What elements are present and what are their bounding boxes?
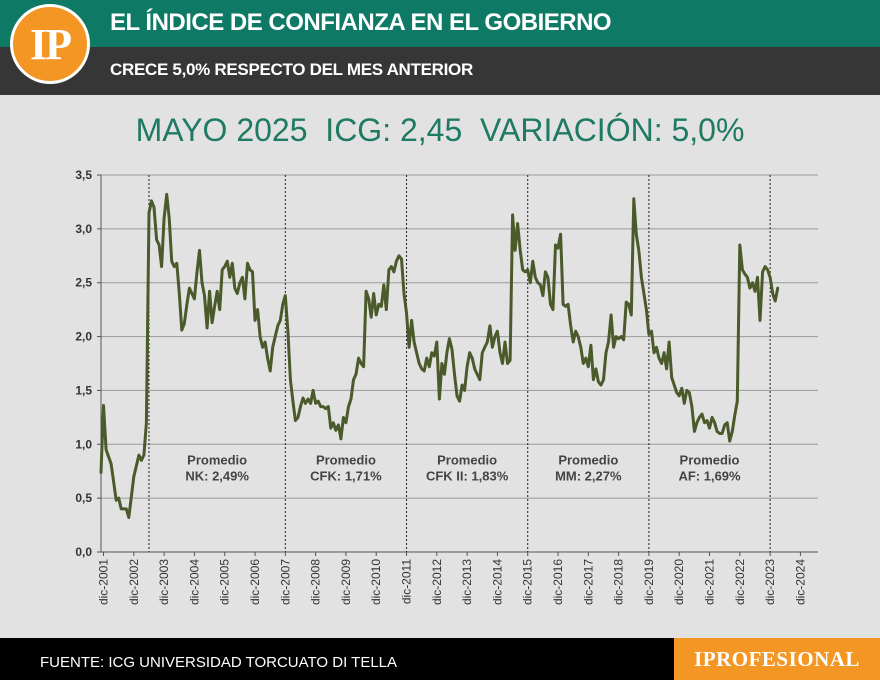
header-subtitle-bar bbox=[0, 47, 880, 95]
annotation-label: Promedio bbox=[187, 452, 247, 467]
headline-stats: MAYO 2025 ICG: 2,45 VARIACIÓN: 5,0% bbox=[135, 112, 745, 148]
x-tick-label: dic-2005 bbox=[218, 559, 232, 605]
header-title-bar bbox=[0, 0, 880, 47]
x-tick-label: dic-2014 bbox=[490, 559, 504, 605]
x-tick-label: dic-2001 bbox=[97, 559, 111, 605]
annotation-value: NK: 2,49% bbox=[185, 469, 249, 484]
x-tick-label: dic-2010 bbox=[369, 559, 383, 605]
x-tick-label: dic-2017 bbox=[581, 559, 595, 605]
y-tick-label: 3,5 bbox=[75, 168, 92, 182]
x-tick-label: dic-2024 bbox=[793, 559, 807, 605]
footer-source: FUENTE: ICG UNIVERSIDAD TORCUATO DI TELL… bbox=[40, 654, 398, 671]
y-tick-label: 0,5 bbox=[75, 491, 92, 505]
x-tick-label: dic-2011 bbox=[400, 559, 414, 604]
annotation-value: CFK: 1,71% bbox=[310, 469, 382, 484]
x-tick-label: dic-2013 bbox=[460, 559, 474, 605]
x-tick-label: dic-2009 bbox=[339, 559, 353, 605]
y-tick-label: 0,0 bbox=[75, 545, 92, 559]
x-tick-label: dic-2020 bbox=[672, 559, 686, 605]
page-subtitle: CRECE 5,0% RESPECTO DEL MES ANTERIOR bbox=[110, 60, 473, 79]
annotation-label: Promedio bbox=[680, 452, 740, 467]
plot-area bbox=[101, 175, 818, 552]
x-tick-label: dic-2021 bbox=[703, 559, 717, 605]
x-tick-label: dic-2016 bbox=[551, 559, 565, 605]
annotation-label: Promedio bbox=[558, 452, 618, 467]
x-tick-label: dic-2022 bbox=[733, 559, 747, 605]
x-tick-label: dic-2015 bbox=[521, 559, 535, 605]
x-tick-label: dic-2004 bbox=[187, 559, 201, 605]
footer-brand[interactable]: IPROFESIONAL bbox=[674, 638, 880, 680]
x-tick-label: dic-2002 bbox=[127, 559, 141, 605]
x-tick-label: dic-2003 bbox=[157, 559, 171, 605]
x-tick-label: dic-2006 bbox=[248, 559, 262, 605]
annotation-label: Promedio bbox=[316, 452, 376, 467]
x-tick-label: dic-2023 bbox=[763, 559, 777, 605]
footer-brand-text: IPROFESIONAL bbox=[694, 646, 860, 671]
y-tick-label: 1,0 bbox=[75, 437, 92, 451]
y-tick-label: 3,0 bbox=[75, 222, 92, 236]
page-title: EL ÍNDICE DE CONFIANZA EN EL GOBIERNO bbox=[110, 9, 612, 36]
annotation-value: AF: 1,69% bbox=[678, 469, 741, 484]
y-tick-label: 1,5 bbox=[75, 383, 92, 397]
x-tick-label: dic-2018 bbox=[612, 559, 626, 605]
annotation-value: CFK II: 1,83% bbox=[426, 469, 509, 484]
icg-line-chart: 0,0 0,5 1,0 1,5 2,0 2,5 3,0 3,5 dic-2001 dic-2002… bbox=[75, 168, 818, 605]
logo-text: IP bbox=[30, 19, 72, 69]
annotation-value: MM: 2,27% bbox=[555, 469, 622, 484]
x-tick-label: dic-2012 bbox=[430, 559, 444, 605]
annotation-label: Promedio bbox=[437, 452, 497, 467]
x-tick-label: dic-2007 bbox=[278, 559, 292, 605]
iprofesional-logo[interactable]: IP bbox=[10, 4, 90, 84]
x-tick-label: dic-2019 bbox=[642, 559, 656, 605]
y-tick-label: 2,0 bbox=[75, 330, 92, 344]
x-tick-label: dic-2008 bbox=[309, 559, 323, 605]
y-tick-label: 2,5 bbox=[75, 276, 92, 290]
icg-series-line bbox=[99, 192, 780, 519]
